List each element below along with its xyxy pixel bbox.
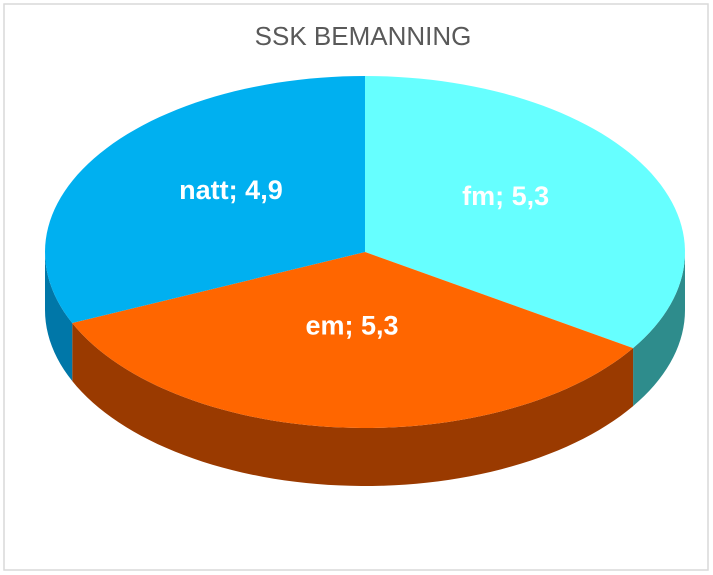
pie-slice-side <box>633 252 685 407</box>
data-label: natt; 4,9 <box>179 175 283 205</box>
pie-slice <box>365 76 685 349</box>
pie-slice-side <box>45 252 73 382</box>
pie-slice <box>72 252 634 428</box>
data-label-category: natt <box>179 175 229 205</box>
data-label-separator: ; <box>229 175 246 205</box>
data-label: fm; 5,3 <box>462 181 549 211</box>
data-label-value: 5,3 <box>361 311 399 341</box>
data-label-category: em <box>306 311 345 341</box>
data-label-value: 4,9 <box>245 175 283 205</box>
data-label-value: 5,3 <box>512 181 550 211</box>
chart-title: SSK BEMANNING <box>255 21 472 51</box>
pie-slice <box>45 76 366 324</box>
data-label-separator: ; <box>345 311 362 341</box>
data-label: em; 5,3 <box>306 311 399 341</box>
data-label-category: fm <box>462 181 495 211</box>
data-label-separator: ; <box>495 181 512 211</box>
pie-slice-side <box>72 323 634 486</box>
